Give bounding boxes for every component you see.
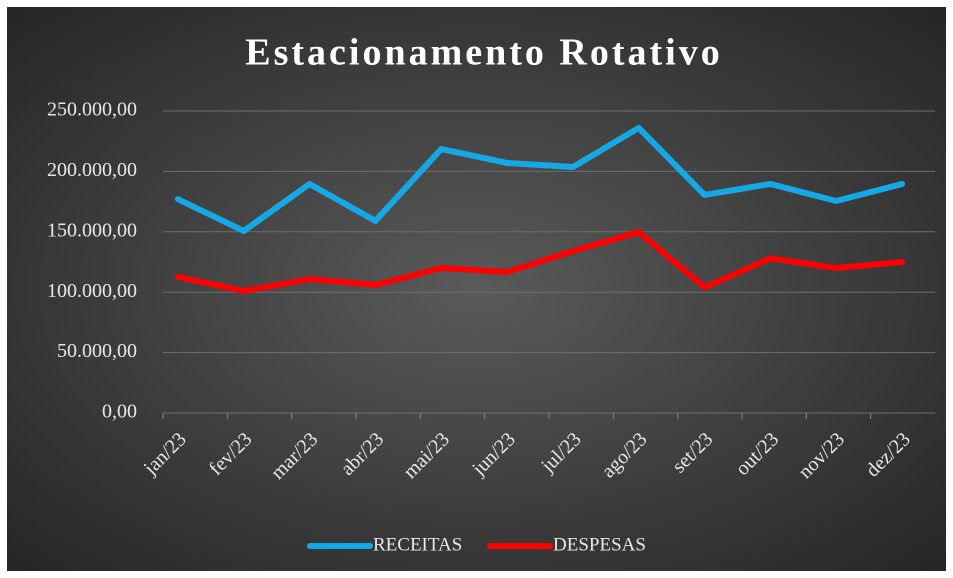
legend-label: DESPESAS <box>553 534 646 555</box>
y-tick-label: 250.000,00 <box>47 99 137 121</box>
chart-background <box>7 7 946 571</box>
y-tick-label: 150.000,00 <box>47 219 137 241</box>
chart-title: Estacionamento Rotativo <box>245 32 722 74</box>
y-tick-label: 100.000,00 <box>47 280 137 302</box>
y-tick-label: 200.000,00 <box>47 159 137 181</box>
series-line <box>174 124 906 234</box>
y-tick-label: 50.000,00 <box>57 340 137 362</box>
series-line <box>174 229 906 294</box>
legend-label: RECEITAS <box>373 534 462 555</box>
y-tick-label: 0,00 <box>102 401 137 423</box>
